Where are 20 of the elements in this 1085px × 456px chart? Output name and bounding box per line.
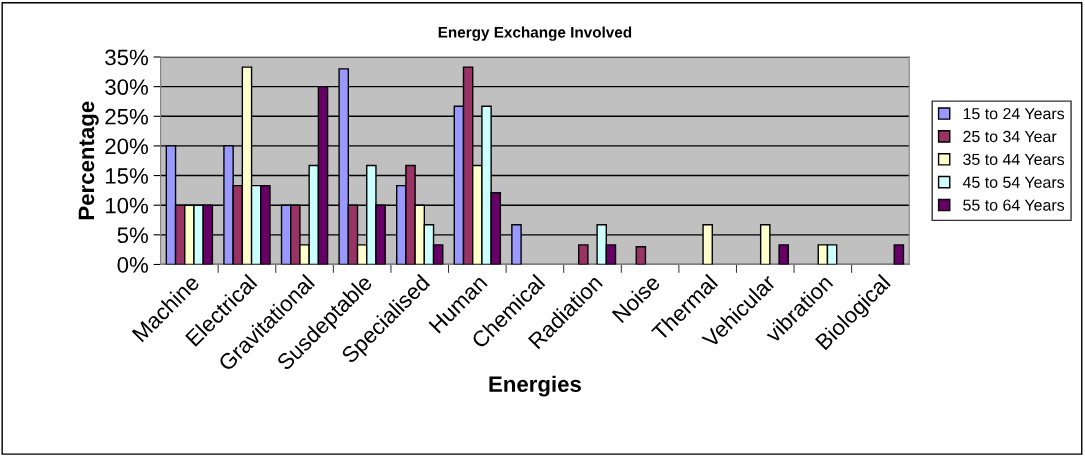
y-tick-label: 15% [105,168,148,184]
y-tick-label: 10% [105,197,148,214]
legend-label: 35 to 44 Years [963,153,1065,166]
bar [635,246,647,265]
bar [893,244,905,265]
y-tick-label: 5% [117,227,148,244]
x-axis-title: Energies [489,375,581,397]
y-tick-label: 20% [105,138,148,155]
y-tick-label: 25% [105,108,148,125]
legend-label: 45 to 54 Years [962,176,1065,188]
bar [577,244,589,265]
legend-label: 25 to 34 Year [963,130,1057,143]
legend-label: 55 to 64 Years [963,199,1065,211]
chart-title: Energy Exchange Involved [438,26,632,41]
y-axis-title: Percentage [78,101,99,220]
bar [778,244,789,265]
y-tick-label: 0% [117,257,148,273]
y-tick-label: 35% [105,49,148,66]
legend-label: 15 to 24 Years [963,107,1065,120]
y-tick-label: 30% [105,79,148,95]
